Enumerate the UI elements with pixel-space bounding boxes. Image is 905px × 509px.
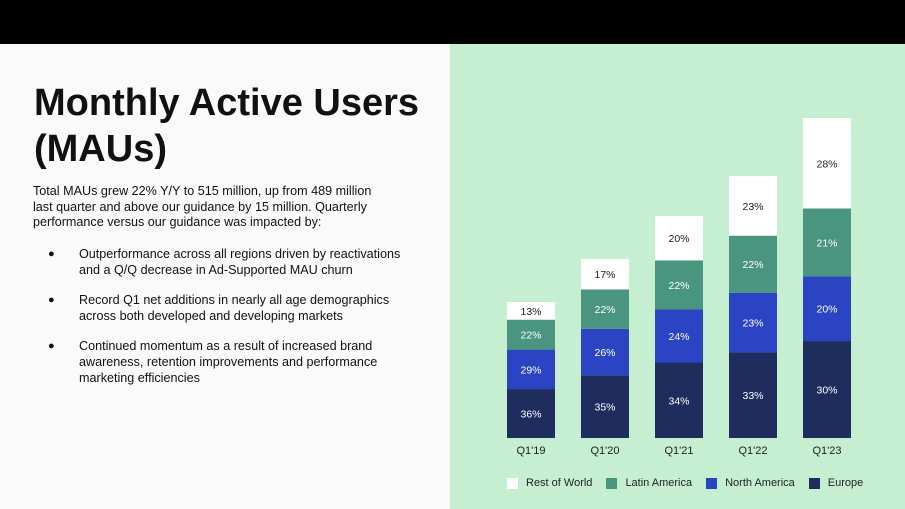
slide-title: Monthly Active Users (MAUs) <box>34 82 420 170</box>
data-label: 24% <box>668 331 689 343</box>
legend-swatch <box>706 477 718 489</box>
legend-swatch <box>606 477 618 489</box>
slide: Monthly Active Users (MAUs) Total MAUs g… <box>0 44 905 509</box>
legend-item-latin-america: Latin America <box>606 477 692 489</box>
left-panel: Monthly Active Users (MAUs) Total MAUs g… <box>0 44 450 509</box>
data-label: 30% <box>816 385 837 397</box>
bar-segment-europe <box>507 389 555 438</box>
chart-legend: Rest of World Latin America North America E… <box>507 477 877 489</box>
bullet-dot-icon: ● <box>48 248 55 260</box>
bullet-dot-icon: ● <box>48 340 55 353</box>
chart-panel: 36% 29% 22% 13% Q1'19 35% 26% 22% 17% Q1'20 34% 24%… <box>450 44 905 509</box>
data-label: 28% <box>816 158 837 170</box>
data-label: 36% <box>520 409 541 421</box>
bar-segment-north-america <box>729 292 777 353</box>
data-label: 13% <box>520 306 541 318</box>
data-label: 23% <box>742 318 763 330</box>
bar-segment-rest-of-world <box>507 302 555 320</box>
bar-segment-latin-america <box>655 260 703 310</box>
bar-segment-europe <box>803 341 851 438</box>
bar-segment-europe <box>581 375 629 438</box>
bar-segment-europe <box>729 352 777 438</box>
bar-segment-europe <box>655 362 703 438</box>
bar-segment-rest-of-world <box>581 259 629 290</box>
data-label: 26% <box>594 347 615 359</box>
bar-segment-north-america <box>803 276 851 342</box>
bar-segment-north-america <box>507 349 555 390</box>
bar-segment-latin-america <box>581 289 629 329</box>
x-tick-label: Q1'23 <box>812 445 841 457</box>
legend-swatch <box>507 477 518 489</box>
bullet-item: ● Record Q1 net additions in nearly all … <box>44 293 414 324</box>
bar-segment-latin-america <box>803 208 851 277</box>
bullet-item: ● Continued momentum as a result of incr… <box>44 339 414 386</box>
bar-segment-latin-america <box>507 319 555 350</box>
data-label: 22% <box>594 304 615 316</box>
x-tick-label: Q1'19 <box>516 445 545 457</box>
legend-swatch <box>808 477 820 489</box>
data-label: 33% <box>742 390 763 402</box>
bullet-text: Continued momentum as a result of increa… <box>79 339 378 385</box>
bullet-item: ● Outperformance across all regions driv… <box>44 247 414 278</box>
top-bar <box>0 0 905 44</box>
legend-item-north-america: North America <box>706 477 795 489</box>
data-label: 35% <box>594 402 615 414</box>
data-label: 22% <box>668 280 689 292</box>
intro-paragraph: Total MAUs grew 22% Y/Y to 515 million, … <box>33 184 372 230</box>
bullet-text: Record Q1 net additions in nearly all ag… <box>79 293 390 323</box>
x-tick-label: Q1'22 <box>738 445 767 457</box>
bar-segment-rest-of-world <box>655 216 703 261</box>
legend-item-europe: Europe <box>808 477 864 489</box>
bar-segment-rest-of-world <box>729 176 777 236</box>
x-tick-label: Q1'20 <box>590 445 619 457</box>
legend-label: Europe <box>827 477 864 489</box>
bullet-list: ● Outperformance across all regions driv… <box>44 247 414 401</box>
data-label: 20% <box>668 233 689 245</box>
data-label: 20% <box>816 304 837 316</box>
data-label: 29% <box>520 364 541 376</box>
bar-segment-north-america <box>581 328 629 376</box>
stacked-bar-chart: 36% 29% 22% 13% Q1'19 35% 26% 22% 17% Q1'20 34% 24%… <box>507 118 851 457</box>
data-label: 17% <box>594 269 615 281</box>
data-label: 22% <box>520 330 541 342</box>
bar-segment-latin-america <box>729 235 777 293</box>
data-label: 21% <box>816 237 837 249</box>
bar-segment-north-america <box>655 309 703 363</box>
bullet-dot-icon: ● <box>48 294 55 307</box>
data-label: 34% <box>668 395 689 407</box>
legend-item-rest-of-world: Rest of World <box>507 477 592 489</box>
legend-label: Rest of World <box>526 477 593 489</box>
data-label: 23% <box>742 201 763 213</box>
data-label: 22% <box>742 259 763 271</box>
legend-label: Latin America <box>625 477 693 489</box>
bullet-text: Outperformance across all regions driven… <box>79 247 401 277</box>
bar-segment-rest-of-world <box>803 118 851 209</box>
x-tick-label: Q1'21 <box>664 445 693 457</box>
legend-label: North America <box>725 477 795 489</box>
